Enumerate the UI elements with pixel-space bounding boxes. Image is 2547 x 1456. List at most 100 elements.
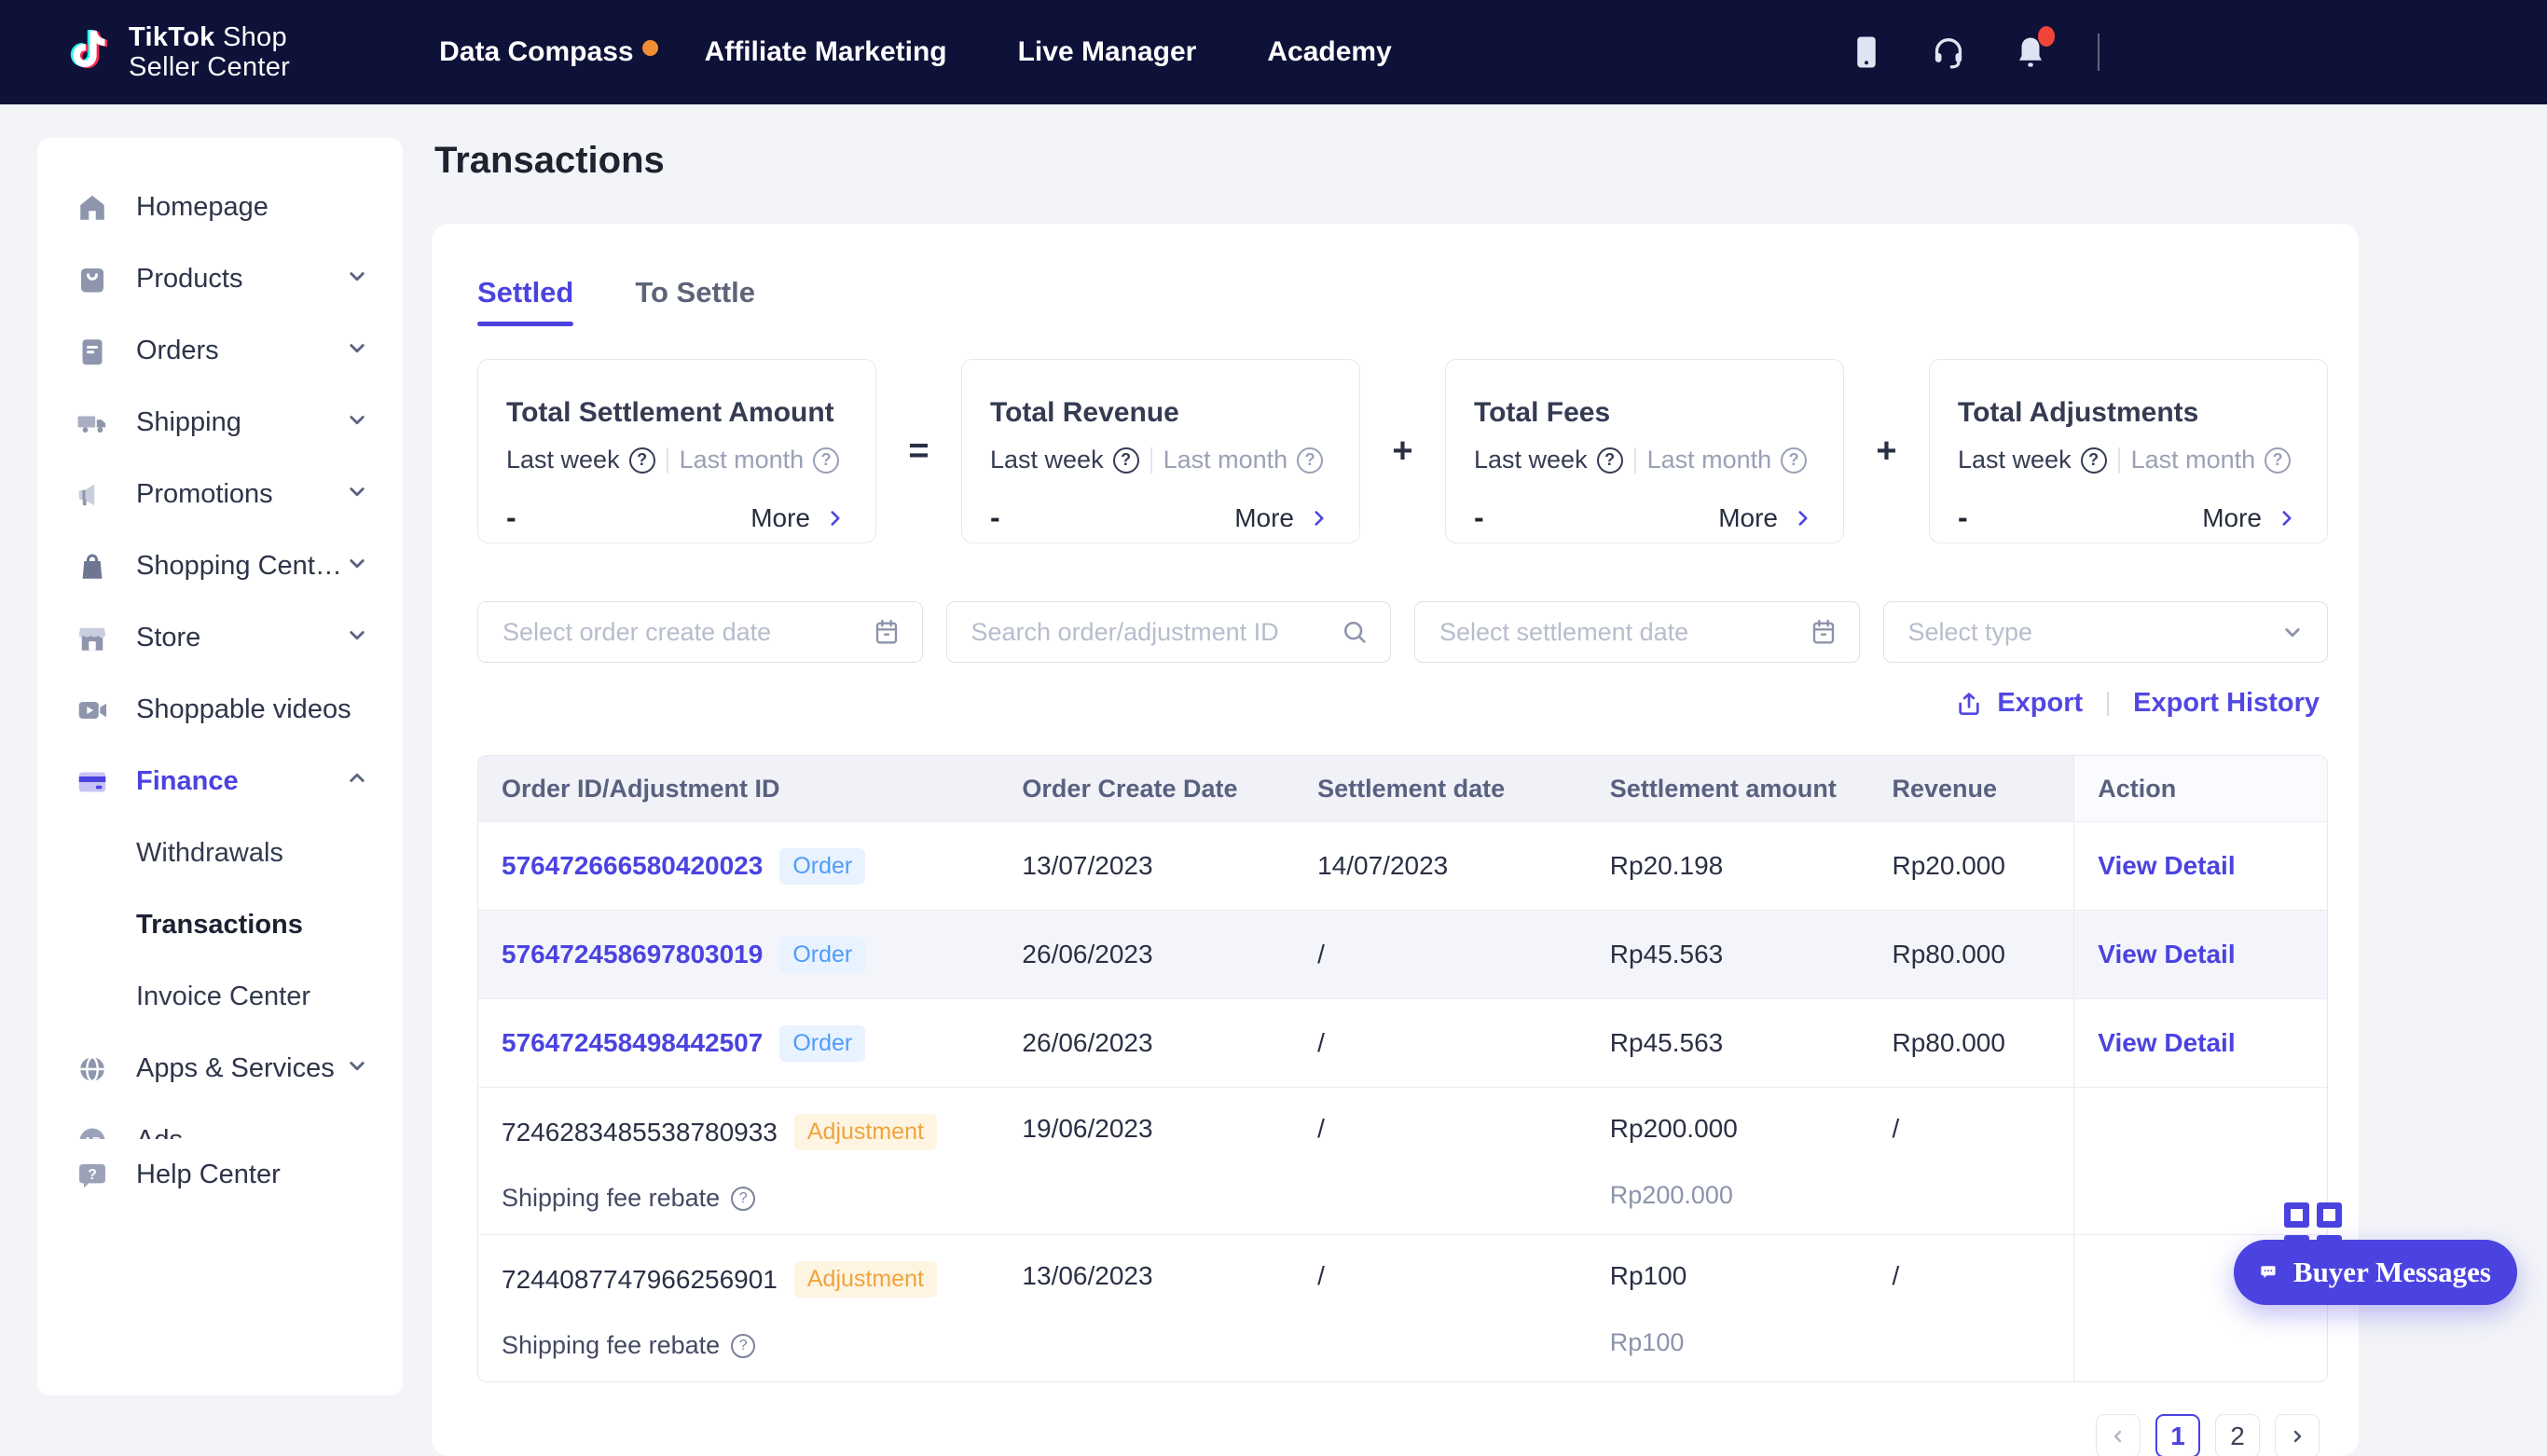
divider	[2107, 692, 2109, 716]
order-id-link[interactable]: 576472666580420023	[502, 851, 763, 881]
filters-row	[477, 601, 2328, 663]
export-history-button[interactable]: Export History	[2133, 688, 2320, 719]
revenue: /	[1869, 1235, 2074, 1291]
adjustment-id: 7244087747966256901	[502, 1265, 778, 1295]
sidebar-item-label: Shoppable videos	[136, 694, 351, 725]
app-canvas: TikTok Shop Seller Center Data Compass A…	[0, 0, 2547, 1456]
help-circle-icon[interactable]: ?	[1597, 447, 1623, 474]
table-row: 576472458697803019Order 26/06/2023 / Rp4…	[478, 910, 2327, 998]
home-icon	[75, 190, 110, 226]
sidebar-scroll-area[interactable]: Homepage Products Orders Shipping Promot…	[37, 138, 403, 1139]
adjustment-id: 7246283485538780933	[502, 1118, 778, 1147]
last-week-label: Last week	[1474, 446, 1588, 474]
sidebar-item-orders[interactable]: Orders	[37, 315, 403, 387]
sidebar-item-finance[interactable]: Finance	[37, 746, 403, 817]
more-link[interactable]: More	[750, 503, 847, 533]
summary-cards-row: Total Settlement Amount Last week? Last …	[477, 359, 2328, 543]
sidebar-item-shipping[interactable]: Shipping	[37, 387, 403, 459]
help-circle-icon[interactable]: ?	[2265, 447, 2291, 474]
card-value: -	[1474, 501, 1484, 535]
sidebar-item-label: Invoice Center	[136, 982, 310, 1012]
next-page-button[interactable]	[2275, 1414, 2320, 1456]
order-tag: Order	[779, 1025, 865, 1062]
more-link[interactable]: More	[1718, 503, 1815, 533]
notification-badge	[2038, 26, 2055, 47]
divider	[667, 447, 668, 474]
sidebar-item-promotions[interactable]: Promotions	[37, 459, 403, 530]
chevron-right-icon	[2275, 506, 2299, 530]
settlement-date-input[interactable]	[1439, 618, 1809, 647]
tab-settled[interactable]: Settled	[477, 276, 573, 326]
order-id-link[interactable]: 576472458498442507	[502, 1028, 763, 1058]
nav-academy[interactable]: Academy	[1267, 36, 1391, 68]
nav-affiliate-marketing[interactable]: Affiliate Marketing	[705, 36, 947, 68]
view-detail-link[interactable]: View Detail	[2098, 851, 2235, 881]
calendar-icon	[872, 617, 902, 647]
tab-to-settle[interactable]: To Settle	[635, 276, 755, 326]
tiktok-shop-logo[interactable]: TikTok Shop Seller Center	[58, 21, 290, 84]
store-icon	[75, 621, 110, 656]
sidebar-item-label: Finance	[136, 766, 239, 797]
help-circle-icon[interactable]: ?	[813, 447, 839, 474]
sidebar-item-apps-services[interactable]: Apps & Services	[37, 1033, 403, 1105]
page-button-2[interactable]: 2	[2215, 1414, 2260, 1456]
shipping-truck-icon	[75, 405, 110, 441]
support-headset-icon[interactable]	[1928, 32, 1969, 73]
order-id-search-filter[interactable]	[946, 601, 1392, 663]
more-link[interactable]: More	[2202, 503, 2299, 533]
export-history-label: Export History	[2133, 688, 2320, 719]
help-circle-icon[interactable]: ?	[629, 447, 655, 474]
nav-live-manager[interactable]: Live Manager	[1018, 36, 1197, 68]
chat-bubble-icon	[2260, 1252, 2277, 1293]
settlement-date-filter[interactable]	[1414, 601, 1860, 663]
order-id-link[interactable]: 576472458697803019	[502, 940, 763, 969]
prev-page-button[interactable]	[2096, 1414, 2141, 1456]
sidebar-item-shoppable-videos[interactable]: Shoppable videos	[37, 674, 403, 746]
help-circle-icon[interactable]: ?	[731, 1334, 755, 1358]
buyer-messages-button[interactable]: Buyer Messages	[2234, 1240, 2517, 1305]
operator-plus: +	[1360, 432, 1445, 472]
topbar: TikTok Shop Seller Center Data Compass A…	[0, 0, 2547, 104]
sidebar-item-transactions[interactable]: Transactions	[37, 889, 403, 961]
revenue: Rp80.000	[1869, 1028, 2074, 1058]
topbar-icons	[1846, 0, 2100, 104]
sidebar-item-shopping-center[interactable]: Shopping Cent…	[37, 530, 403, 602]
type-select-input[interactable]	[1908, 618, 2279, 647]
type-select[interactable]	[1883, 601, 2329, 663]
sidebar-item-homepage[interactable]: Homepage	[37, 172, 403, 243]
mobile-app-icon[interactable]	[1846, 32, 1887, 73]
help-circle-icon[interactable]: ?	[2081, 447, 2107, 474]
order-create-date-filter[interactable]	[477, 601, 923, 663]
export-upload-icon	[1954, 689, 1984, 719]
card-value: -	[990, 501, 1000, 535]
page-button-1[interactable]: 1	[2155, 1414, 2200, 1456]
sidebar-item-store[interactable]: Store	[37, 602, 403, 674]
more-link[interactable]: More	[1234, 503, 1331, 533]
sidebar-item-ads[interactable]: AD Ads	[37, 1105, 403, 1139]
order-create-date-input[interactable]	[503, 618, 872, 647]
help-circle-icon[interactable]: ?	[1297, 447, 1323, 474]
notifications-bell-icon[interactable]	[2010, 32, 2051, 73]
help-circle-icon[interactable]: ?	[1113, 447, 1139, 474]
topnav: Data Compass Affiliate Marketing Live Ma…	[439, 36, 1392, 68]
sidebar-item-products[interactable]: Products	[37, 243, 403, 315]
table-header: Order ID/Adjustment ID Order Create Date…	[478, 756, 2327, 821]
search-icon	[1340, 617, 1370, 647]
help-circle-icon[interactable]: ?	[1781, 447, 1807, 474]
last-month-label: Last month	[1163, 446, 1288, 474]
sidebar-item-invoice-center[interactable]: Invoice Center	[37, 961, 403, 1033]
adjustment-reason: Shipping fee rebate	[502, 1184, 720, 1213]
sidebar-item-help-center[interactable]: ? Help Center	[37, 1139, 403, 1211]
nav-data-compass[interactable]: Data Compass	[439, 36, 633, 68]
grid-square	[2317, 1202, 2342, 1228]
view-detail-link[interactable]: View Detail	[2098, 1028, 2235, 1058]
order-id-search-input[interactable]	[971, 618, 1341, 647]
card-value: -	[506, 501, 516, 535]
export-label: Export	[1997, 688, 2083, 719]
col-revenue: Revenue	[1869, 775, 2074, 804]
more-label: More	[2202, 503, 2262, 533]
help-circle-icon[interactable]: ?	[731, 1187, 755, 1211]
sidebar-item-withdrawals[interactable]: Withdrawals	[37, 817, 403, 889]
export-button[interactable]: Export	[1954, 688, 2083, 719]
view-detail-link[interactable]: View Detail	[2098, 940, 2235, 969]
